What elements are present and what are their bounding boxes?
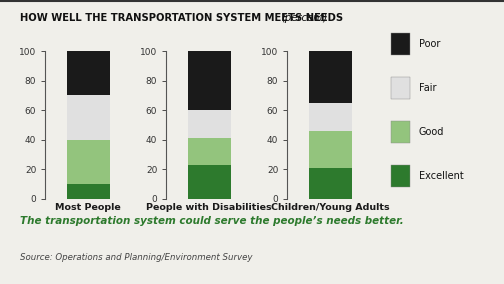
Bar [67,51,109,95]
Bar [188,51,231,110]
Bar [308,131,351,168]
Text: Fair: Fair [419,83,436,93]
Bar [188,165,231,199]
Text: (percent): (percent) [281,13,328,23]
Bar [67,95,109,140]
Bar [308,168,351,199]
Text: HOW WELL THE TRANSPORTATION SYSTEM MEETS NEEDS: HOW WELL THE TRANSPORTATION SYSTEM MEETS… [20,13,347,23]
Text: Excellent: Excellent [419,171,464,181]
Text: Good: Good [419,127,444,137]
Bar [308,51,351,103]
Bar [67,184,109,199]
Bar [188,138,231,165]
Bar [308,103,351,131]
Text: Poor: Poor [419,39,440,49]
Text: Source: Operations and Planning/Environment Survey: Source: Operations and Planning/Environm… [20,253,253,262]
Text: The transportation system could serve the people’s needs better.: The transportation system could serve th… [20,216,404,226]
Bar [67,140,109,184]
Bar [188,110,231,138]
